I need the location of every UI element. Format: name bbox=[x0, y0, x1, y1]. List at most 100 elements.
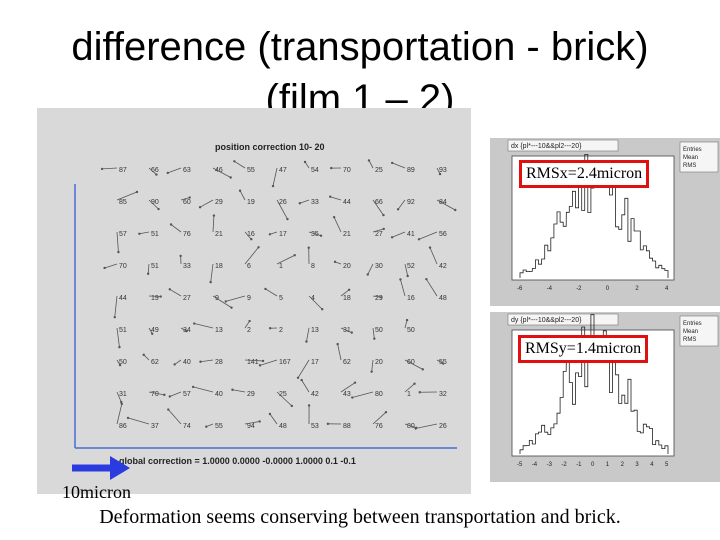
vector-label: 84 bbox=[439, 199, 447, 206]
vector-arrow bbox=[340, 382, 356, 393]
vector-label: 54 bbox=[311, 167, 319, 174]
vector-label: 33 bbox=[311, 199, 319, 206]
vector-arrow-head bbox=[336, 342, 339, 346]
vector-arrow bbox=[352, 391, 374, 398]
vector-arrow bbox=[200, 359, 214, 363]
vector-arrow bbox=[169, 391, 182, 397]
vector-label: 16 bbox=[407, 295, 415, 302]
vector-label: 80 bbox=[375, 391, 383, 398]
histogram-stat-label: RMS bbox=[683, 163, 696, 169]
vector-label: 28 bbox=[215, 359, 223, 366]
vector-label: 42 bbox=[311, 391, 319, 398]
vector-label: 29 bbox=[215, 199, 223, 206]
vector-label: 55 bbox=[215, 423, 223, 430]
vector-arrow-head bbox=[138, 232, 141, 235]
vector-label: 167 bbox=[279, 359, 291, 366]
vector-arrow-head bbox=[405, 318, 409, 322]
vector-arrow-head bbox=[173, 363, 176, 366]
vector-label: 80 bbox=[407, 423, 415, 430]
vector-arrow-head bbox=[298, 202, 302, 205]
vector-arrow bbox=[148, 295, 161, 297]
vector-arrow-head bbox=[421, 368, 424, 371]
vector-label: 63 bbox=[183, 167, 191, 174]
vector-arrow bbox=[391, 231, 406, 238]
vector-arrow bbox=[272, 167, 278, 187]
vector-label: 26 bbox=[439, 423, 447, 430]
vector-label: 25 bbox=[375, 167, 383, 174]
vector-arrow bbox=[167, 409, 182, 425]
vector-label: 19 bbox=[247, 199, 255, 206]
vector-label: 50 bbox=[375, 327, 383, 334]
vector-arrow bbox=[397, 199, 406, 210]
vector-label: 56 bbox=[439, 231, 447, 238]
vector-label: 32 bbox=[439, 391, 447, 398]
histogram-tick-label: 2 bbox=[635, 286, 639, 292]
vector-arrow-head bbox=[179, 254, 182, 258]
vector-label: 40 bbox=[215, 391, 223, 398]
vector-label: 57 bbox=[183, 391, 191, 398]
vector-label: 17 bbox=[311, 359, 319, 366]
vector-arrow bbox=[244, 320, 250, 329]
vector-arrow-head bbox=[103, 266, 106, 270]
vector-arrow-head bbox=[307, 404, 311, 407]
vector-arrow-head bbox=[300, 378, 303, 382]
vector-arrow bbox=[276, 391, 293, 407]
vector-arrow bbox=[180, 197, 190, 201]
vector-arrow-head bbox=[191, 385, 195, 389]
vector-label: 70 bbox=[343, 167, 351, 174]
histogram-stat-label: Entries bbox=[683, 321, 702, 327]
histogram-header: dy {pl*---10&&pl2---20} bbox=[511, 317, 582, 324]
vector-arrow-head bbox=[428, 246, 432, 249]
vector-arrow bbox=[392, 162, 406, 169]
vector-arrow-head bbox=[113, 315, 116, 319]
vector-arrow bbox=[372, 228, 384, 233]
vector-arrow bbox=[174, 359, 182, 365]
vector-arrow-head bbox=[209, 280, 212, 284]
vector-arrow-head bbox=[319, 234, 323, 237]
vector-label: 16 bbox=[247, 231, 255, 238]
histogram-header-box bbox=[507, 139, 619, 152]
vector-arrow bbox=[148, 391, 165, 396]
vector-arrow-head bbox=[159, 295, 162, 298]
vector-label: 93 bbox=[439, 167, 447, 174]
vector-arrow bbox=[148, 199, 159, 210]
vector-label: 66 bbox=[151, 167, 159, 174]
vector-arrow-head bbox=[198, 205, 202, 209]
vector-arrow-head bbox=[120, 402, 123, 406]
vector-arrow bbox=[372, 327, 375, 339]
vector-arrow-head bbox=[120, 400, 123, 404]
vector-label: 13 bbox=[311, 327, 319, 334]
histogram-tick-label: -2 bbox=[561, 462, 567, 468]
vector-arrow bbox=[308, 295, 323, 310]
vector-label: 25 bbox=[279, 391, 287, 398]
vector-label: 42 bbox=[439, 263, 447, 270]
vector-arrow-head bbox=[268, 327, 272, 330]
vector-label: 87 bbox=[119, 167, 127, 174]
vector-arrow-head bbox=[399, 278, 402, 281]
vector-arrow-head bbox=[163, 393, 166, 397]
vector-arrow bbox=[330, 196, 342, 201]
vector-arrow-head bbox=[100, 167, 104, 171]
histogram-stat-label: Mean bbox=[683, 329, 698, 335]
vector-label: 27 bbox=[183, 295, 191, 302]
vector-arrow-head bbox=[126, 416, 130, 420]
histogram-tick-label: -1 bbox=[576, 462, 582, 468]
vector-label: 70 bbox=[119, 263, 127, 270]
vector-arrow bbox=[429, 247, 438, 265]
global-correction-label: global correction = 1.0000 0.0000 -0.000… bbox=[119, 456, 356, 466]
vector-arrow-head bbox=[238, 189, 242, 192]
vector-arrow-head bbox=[224, 300, 227, 303]
vector-arrow bbox=[102, 167, 118, 170]
vector-arrow-head bbox=[303, 160, 307, 164]
vector-arrow bbox=[234, 160, 246, 169]
histogram-stats-box bbox=[679, 315, 719, 347]
vector-label: 70 bbox=[151, 391, 159, 398]
vector-arrow bbox=[244, 359, 264, 362]
vector-label: 29 bbox=[247, 391, 255, 398]
vector-arrow-head bbox=[257, 246, 260, 249]
vector-label: 2 bbox=[247, 327, 251, 334]
vector-label: 52 bbox=[407, 263, 415, 270]
vector-label: 92 bbox=[407, 199, 415, 206]
vector-label: 141 bbox=[247, 359, 259, 366]
